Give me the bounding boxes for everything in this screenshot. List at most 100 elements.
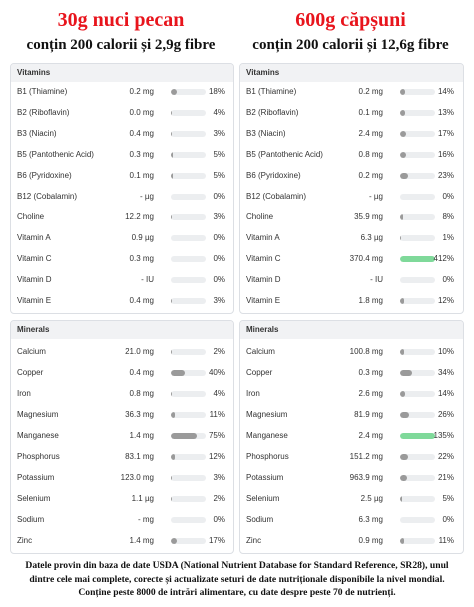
percent-track — [171, 454, 206, 460]
nutrient-name: Iron — [246, 389, 260, 398]
percent-track — [400, 349, 435, 355]
percent-track — [171, 496, 206, 502]
percent-label: 75% — [208, 431, 225, 440]
percent-label: 0% — [442, 515, 454, 524]
percent-label: 17% — [437, 128, 454, 138]
percent-label: 3% — [213, 212, 225, 222]
nutrient-amount: 2.6 mg — [358, 389, 383, 398]
percent-label: 12% — [437, 296, 454, 305]
percent-bar — [400, 214, 403, 221]
nutrient-name: B12 (Cobalamin) — [17, 191, 78, 201]
percent-track — [171, 109, 206, 116]
percent-track — [400, 235, 435, 242]
nutrient-name: Phosphorus — [17, 452, 60, 461]
percent-track — [400, 151, 435, 158]
percent-track — [400, 277, 435, 284]
nutrient-amount: 123.0 mg — [120, 473, 154, 482]
nutrient-name: Potassium — [246, 473, 284, 482]
percent-bar — [171, 433, 198, 439]
nutrient-amount: 0.1 mg — [129, 170, 154, 180]
nutrient-name: Vitamin C — [246, 254, 281, 264]
percent-label: 3% — [213, 296, 225, 305]
percent-label: 22% — [437, 452, 454, 461]
percent-track — [171, 370, 206, 376]
percent-bar — [171, 496, 172, 502]
nutrient-name: Selenium — [17, 494, 51, 503]
percent-bar — [400, 151, 406, 158]
percent-track — [171, 256, 206, 263]
percent-track — [400, 475, 435, 481]
nutrient-amount: 1.4 mg — [129, 536, 154, 545]
nutrient-amount: 100.8 mg — [349, 347, 383, 356]
percent-track — [171, 349, 206, 355]
percent-track — [171, 277, 206, 284]
nutrient-amount: 21.0 mg — [125, 347, 154, 356]
nutrient-amount: 36.3 mg — [125, 410, 154, 419]
nutrient-name: Vitamin E — [17, 296, 52, 305]
panel-heading: Minerals — [11, 321, 233, 339]
nutrient-name: B2 (Riboflavin) — [17, 107, 70, 117]
percent-label: 40% — [208, 368, 225, 377]
column-title: 600g căpșuni — [295, 9, 406, 31]
nutrient-panel: Minerals Calcium 21.0 mg 2% Copper 0.4 mg 40% I… — [10, 320, 234, 554]
percent-bar — [171, 349, 172, 355]
percent-label: 12% — [208, 452, 225, 461]
nutrient-amount: 370.4 mg — [349, 254, 383, 264]
nutrient-amount: 0.9 µg — [131, 233, 154, 243]
percent-bar — [400, 496, 402, 502]
nutrient-name: B2 (Riboflavin) — [246, 107, 299, 117]
nutrient-name: Vitamin A — [17, 233, 51, 243]
nutrient-name: B3 (Niacin) — [17, 128, 57, 138]
nutrient-name: B12 (Cobalamin) — [246, 191, 307, 201]
percent-bar — [400, 538, 404, 544]
nutrient-name: Vitamin D — [246, 275, 281, 285]
percent-label: 0% — [213, 275, 225, 285]
footer-line: Datele provin din baza de date USDA (Nat… — [25, 560, 449, 571]
percent-bar — [400, 454, 408, 460]
percent-track — [171, 89, 206, 95]
nutrient-amount: 0.2 mg — [129, 87, 154, 96]
column-subtitle: conțin 200 calorii și 2,9g fibre — [26, 37, 216, 53]
percent-label: 14% — [437, 389, 454, 398]
percent-track — [171, 235, 206, 242]
percent-bar — [400, 475, 408, 481]
nutrient-amount: 0.4 mg — [129, 296, 154, 305]
nutrient-amount: - µg — [140, 191, 154, 201]
nutrient-name: B6 (Pyridoxine) — [17, 170, 72, 180]
percent-bar — [171, 89, 178, 95]
nutrient-amount: 6.3 µg — [360, 233, 383, 243]
percent-label: 34% — [437, 368, 454, 377]
percent-bar — [171, 538, 177, 544]
percent-bar — [400, 370, 412, 376]
nutrient-name: Magnesium — [17, 410, 59, 419]
nutrient-amount: 0.0 mg — [129, 107, 154, 117]
percent-bar — [400, 391, 405, 397]
percent-track — [400, 391, 435, 397]
nutrient-amount: 12.2 mg — [125, 212, 154, 222]
percent-track — [400, 256, 435, 263]
nutrient-amount: - mg — [138, 515, 154, 524]
percent-label: 2% — [213, 347, 225, 356]
nutrient-amount: - IU — [370, 275, 383, 285]
percent-track — [171, 433, 206, 439]
nutrient-amount: 0.9 mg — [358, 536, 383, 545]
nutrient-name: Vitamin A — [246, 233, 280, 243]
percent-bar — [171, 109, 173, 116]
nutrient-name: Calcium — [17, 347, 46, 356]
nutrient-amount: 151.2 mg — [349, 452, 383, 461]
percent-track — [400, 517, 435, 523]
percent-track — [400, 538, 435, 544]
percent-track — [400, 130, 435, 137]
percent-bar — [171, 214, 173, 221]
percent-label: 21% — [437, 473, 454, 482]
percent-bar — [171, 172, 173, 179]
nutrient-amount: 0.4 mg — [129, 368, 154, 377]
nutrient-name: Selenium — [246, 494, 280, 503]
percent-track — [400, 109, 435, 116]
percent-bar — [400, 412, 410, 418]
percent-bar — [400, 130, 406, 137]
nutrient-amount: 6.3 mg — [358, 515, 383, 524]
nutrient-amount: - µg — [369, 191, 383, 201]
percent-bar — [400, 298, 405, 304]
nutrient-name: Sodium — [246, 515, 274, 524]
